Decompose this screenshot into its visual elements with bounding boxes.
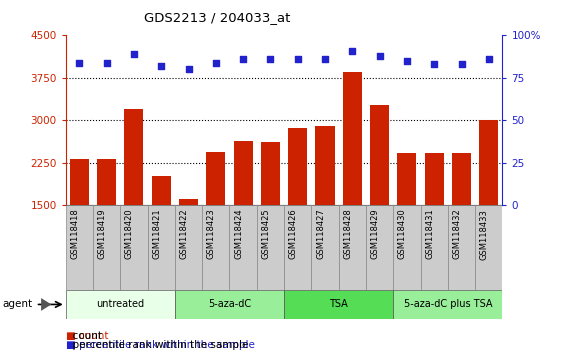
Bar <box>206 152 226 290</box>
Text: ■ percentile rank within the sample: ■ percentile rank within the sample <box>66 340 255 350</box>
Bar <box>179 199 198 290</box>
Text: GSM118426: GSM118426 <box>289 209 297 259</box>
Bar <box>230 205 257 290</box>
Text: GSM118419: GSM118419 <box>98 209 107 259</box>
Bar <box>311 205 339 290</box>
Text: GSM118422: GSM118422 <box>179 209 188 259</box>
Bar <box>366 205 393 290</box>
Bar <box>452 153 471 290</box>
Text: GSM118425: GSM118425 <box>262 209 271 259</box>
Text: GSM118431: GSM118431 <box>425 209 434 259</box>
Bar <box>475 205 502 290</box>
Text: GSM118429: GSM118429 <box>371 209 380 259</box>
Text: count: count <box>66 331 102 341</box>
Bar <box>393 290 502 319</box>
Text: GSM118418: GSM118418 <box>70 209 79 259</box>
Bar <box>70 159 89 290</box>
Bar <box>66 205 93 290</box>
Bar <box>202 205 230 290</box>
Text: percentile rank within the sample: percentile rank within the sample <box>66 340 248 350</box>
Text: untreated: untreated <box>96 299 144 309</box>
Bar <box>147 205 175 290</box>
Text: GSM118421: GSM118421 <box>152 209 161 259</box>
Bar <box>261 142 280 290</box>
Point <box>130 51 139 57</box>
Bar <box>124 109 143 290</box>
Bar <box>66 290 175 319</box>
Point <box>457 62 466 67</box>
Text: ■ count: ■ count <box>66 331 108 341</box>
Bar <box>339 205 366 290</box>
Text: GSM118424: GSM118424 <box>234 209 243 259</box>
Point <box>348 48 357 53</box>
Point <box>429 62 439 67</box>
Text: 5-aza-dC plus TSA: 5-aza-dC plus TSA <box>404 299 492 309</box>
Bar <box>393 205 421 290</box>
Point <box>184 67 193 72</box>
Point <box>320 56 329 62</box>
Text: 5-aza-dC: 5-aza-dC <box>208 299 251 309</box>
Bar <box>175 290 284 319</box>
Bar <box>120 205 147 290</box>
Text: GSM118427: GSM118427 <box>316 209 325 259</box>
Point <box>403 58 412 64</box>
Bar <box>93 205 120 290</box>
Text: GSM118420: GSM118420 <box>125 209 134 259</box>
Bar <box>175 205 202 290</box>
Bar <box>343 72 362 290</box>
Bar <box>448 205 475 290</box>
Point <box>239 56 248 62</box>
Bar <box>425 153 444 290</box>
Bar <box>152 176 171 290</box>
Point <box>102 60 111 65</box>
Bar <box>397 153 416 290</box>
Text: TSA: TSA <box>329 299 348 309</box>
Bar <box>97 159 116 290</box>
Bar <box>284 205 311 290</box>
Bar <box>421 205 448 290</box>
Text: agent: agent <box>3 299 33 309</box>
Text: GSM118432: GSM118432 <box>453 209 461 259</box>
Bar <box>479 120 498 290</box>
Point <box>75 60 84 65</box>
Bar <box>370 104 389 290</box>
Bar <box>288 128 307 290</box>
Bar <box>257 205 284 290</box>
Point <box>156 63 166 69</box>
Text: GSM118428: GSM118428 <box>343 209 352 259</box>
Point <box>266 56 275 62</box>
Text: GSM118433: GSM118433 <box>480 209 489 259</box>
Text: GSM118430: GSM118430 <box>398 209 407 259</box>
Text: GDS2213 / 204033_at: GDS2213 / 204033_at <box>144 11 290 24</box>
Bar <box>234 141 253 290</box>
Point <box>211 60 220 65</box>
Bar <box>315 126 335 290</box>
Bar <box>284 290 393 319</box>
Text: GSM118423: GSM118423 <box>207 209 216 259</box>
Point <box>484 56 493 62</box>
Point <box>293 56 302 62</box>
Point <box>375 53 384 59</box>
